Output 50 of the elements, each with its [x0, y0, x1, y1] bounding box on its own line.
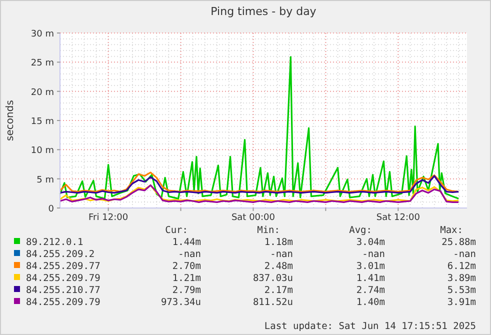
y-axis-title: seconds: [5, 100, 16, 141]
text: 2.17m: [264, 285, 294, 296]
x-tick-label: Sat 12:00: [376, 213, 420, 223]
text: -nan: [178, 249, 201, 260]
legend-label: 84.255.209.79: [26, 297, 101, 308]
line-series: [59, 172, 460, 192]
y-tick-label: 10 m: [30, 146, 54, 156]
x-tick-label: Sat 00:00: [231, 213, 276, 223]
text: 2.74m: [356, 285, 386, 296]
legend-label: 84.255.209.77: [26, 261, 100, 272]
text: 1.44m: [172, 237, 202, 248]
text: 2.79m: [172, 285, 202, 296]
y-tick-label: 0: [48, 204, 54, 214]
text: -nan: [270, 249, 293, 260]
x-tick-label: Fri 12:00: [88, 213, 128, 223]
text: 973.34u: [160, 297, 201, 308]
text: 837.03u: [252, 273, 293, 284]
text: 3.91m: [447, 297, 476, 308]
text: 3.01m: [356, 261, 386, 272]
y-tick-label: 30 m: [30, 30, 54, 40]
text: 1.41m: [356, 273, 386, 284]
y-tick-label: 5 m: [36, 175, 54, 186]
y-tick-label: 25 m: [30, 58, 54, 69]
legend-label: 84.255.209.79: [26, 273, 101, 284]
text: 25.88m: [442, 237, 476, 248]
text: 1.40m: [356, 297, 386, 308]
legend-label: 84.255.209.2: [26, 249, 95, 260]
text: Min:: [257, 225, 280, 236]
y-tick-label: 20 m: [30, 88, 54, 98]
text: 3.89m: [447, 273, 476, 284]
chart-title: Ping times - by day: [210, 5, 317, 18]
text: Max:: [440, 225, 463, 236]
legend-label: 89.212.0.1: [26, 237, 84, 248]
line-series: [59, 175, 460, 194]
text: Last update: Sat Jun 14 17:15:51 2025: [264, 321, 476, 332]
text: 1.18m: [264, 237, 294, 248]
text: -nan: [362, 249, 385, 260]
text: Avg:: [349, 225, 372, 236]
text: -nan: [453, 249, 476, 260]
line-series: [59, 56, 460, 200]
text: 2.70m: [172, 261, 202, 272]
y-tick-label: 15 m: [30, 117, 54, 127]
text: Cur:: [165, 225, 188, 236]
legend-label: 84.255.210.77: [26, 285, 100, 296]
text: 6.12m: [447, 261, 476, 272]
text: 5.53m: [447, 285, 476, 296]
text: 811.52u: [252, 297, 293, 308]
text: 1.21m: [172, 273, 202, 284]
text: 3.04m: [356, 237, 386, 248]
text: 2.48m: [264, 261, 294, 272]
